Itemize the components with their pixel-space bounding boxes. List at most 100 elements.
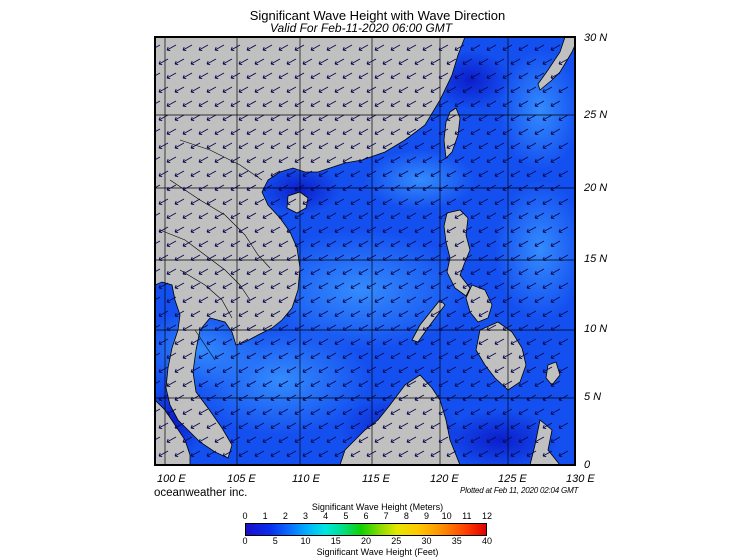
wave-direction-arrow (406, 44, 417, 52)
wave-direction-arrow (286, 198, 297, 206)
wave-direction-arrow (158, 422, 169, 430)
wave-direction-arrow (390, 128, 401, 136)
wave-direction-arrow (470, 268, 481, 276)
wave-direction-arrow (270, 366, 281, 374)
wave-direction-arrow (494, 422, 505, 430)
feet-tick-label: 20 (360, 536, 372, 546)
wave-direction-arrow (158, 394, 169, 402)
wave-direction-arrow (350, 142, 361, 150)
plotted-timestamp: Plotted at Feb 11, 2020 02:04 GMT (460, 486, 579, 495)
wave-direction-arrow (470, 212, 481, 220)
wave-direction-arrow (294, 240, 305, 248)
wave-direction-arrow (366, 86, 377, 94)
wave-direction-arrow (318, 198, 329, 206)
wave-direction-arrow (238, 198, 249, 206)
wave-direction-arrow (198, 380, 209, 388)
wave-direction-arrow (510, 170, 521, 178)
wave-direction-arrow (526, 282, 537, 290)
wave-direction-arrow (470, 352, 481, 360)
lat-label-10n: 10 N (584, 323, 608, 335)
wave-direction-arrow (558, 170, 569, 178)
wave-direction-arrow (510, 394, 521, 402)
wave-direction-arrow (414, 86, 425, 94)
wave-direction-arrows (155, 44, 569, 458)
wave-direction-arrow (462, 394, 473, 402)
wave-direction-arrow (438, 408, 449, 416)
wave-direction-arrow (374, 408, 385, 416)
wave-direction-arrow (278, 128, 289, 136)
wave-direction-arrow (398, 86, 409, 94)
wave-direction-arrow (190, 142, 201, 150)
wave-direction-arrow (398, 254, 409, 262)
wave-direction-arrow (358, 240, 369, 248)
wave-direction-arrow (286, 366, 297, 374)
wave-direction-arrow (174, 366, 185, 374)
wave-direction-arrow (454, 380, 465, 388)
wave-direction-arrow (246, 44, 257, 52)
wave-direction-arrow (486, 408, 497, 416)
wave-direction-arrow (190, 198, 201, 206)
wave-direction-arrow (502, 212, 513, 220)
wave-direction-arrow (174, 86, 185, 94)
wave-direction-arrow (438, 156, 449, 164)
wave-direction-arrow (422, 100, 433, 108)
wave-direction-arrow (390, 240, 401, 248)
wave-direction-arrow (254, 422, 265, 430)
wave-direction-arrow (182, 380, 193, 388)
wave-height-colorbar (245, 523, 487, 536)
sulawesi-fragment (529, 419, 561, 465)
wave-direction-arrow (198, 436, 209, 444)
wave-direction-arrow (310, 100, 321, 108)
meters-tick-label: 11 (462, 511, 472, 521)
wave-direction-arrow (422, 184, 433, 192)
wave-direction-arrow (478, 114, 489, 122)
wave-direction-arrow (350, 282, 361, 290)
wave-direction-arrow (262, 128, 273, 136)
wave-direction-arrow (294, 408, 305, 416)
wave-direction-arrow (398, 114, 409, 122)
meters-tick-label: 5 (343, 511, 349, 521)
wave-direction-arrow (438, 268, 449, 276)
wave-direction-arrow (198, 240, 209, 248)
wave-direction-arrow (278, 352, 289, 360)
wave-direction-arrow (358, 100, 369, 108)
wave-direction-arrow (230, 72, 241, 80)
wave-direction-arrow (254, 198, 265, 206)
wave-direction-arrow (374, 156, 385, 164)
wave-direction-arrow (222, 198, 233, 206)
wave-direction-arrow (494, 198, 505, 206)
wave-direction-arrow (254, 338, 265, 346)
wave-direction-arrow (534, 408, 545, 416)
wave-direction-arrow (342, 352, 353, 360)
wave-direction-arrow (550, 240, 561, 248)
wave-direction-arrow (382, 310, 393, 318)
wave-direction-arrow (278, 156, 289, 164)
wave-direction-arrow (526, 450, 537, 458)
wave-direction-arrow (182, 72, 193, 80)
wave-direction-arrow (542, 310, 553, 318)
land-masses (155, 37, 575, 465)
wave-direction-arrow (454, 408, 465, 416)
wave-direction-arrow (214, 212, 225, 220)
wave-direction-arrow (166, 184, 177, 192)
wave-direction-arrow (390, 380, 401, 388)
wave-direction-arrow (302, 282, 313, 290)
wave-direction-arrow (158, 450, 169, 458)
wave-direction-arrow (534, 128, 545, 136)
wave-direction-arrow (166, 156, 177, 164)
wave-direction-arrow (198, 184, 209, 192)
wave-direction-arrow (254, 114, 265, 122)
wave-direction-arrow (182, 268, 193, 276)
wave-direction-arrow (454, 156, 465, 164)
wave-direction-arrow (494, 282, 505, 290)
wave-direction-arrow (454, 352, 465, 360)
wave-direction-arrow (374, 268, 385, 276)
wave-direction-arrow (486, 240, 497, 248)
wave-direction-arrow (190, 86, 201, 94)
wave-direction-arrow (406, 128, 417, 136)
wave-direction-arrow (430, 282, 441, 290)
wave-direction-arrow (318, 338, 329, 346)
feet-tick-label: 25 (391, 536, 402, 546)
wave-direction-arrow (358, 156, 369, 164)
wave-direction-arrow (214, 352, 225, 360)
